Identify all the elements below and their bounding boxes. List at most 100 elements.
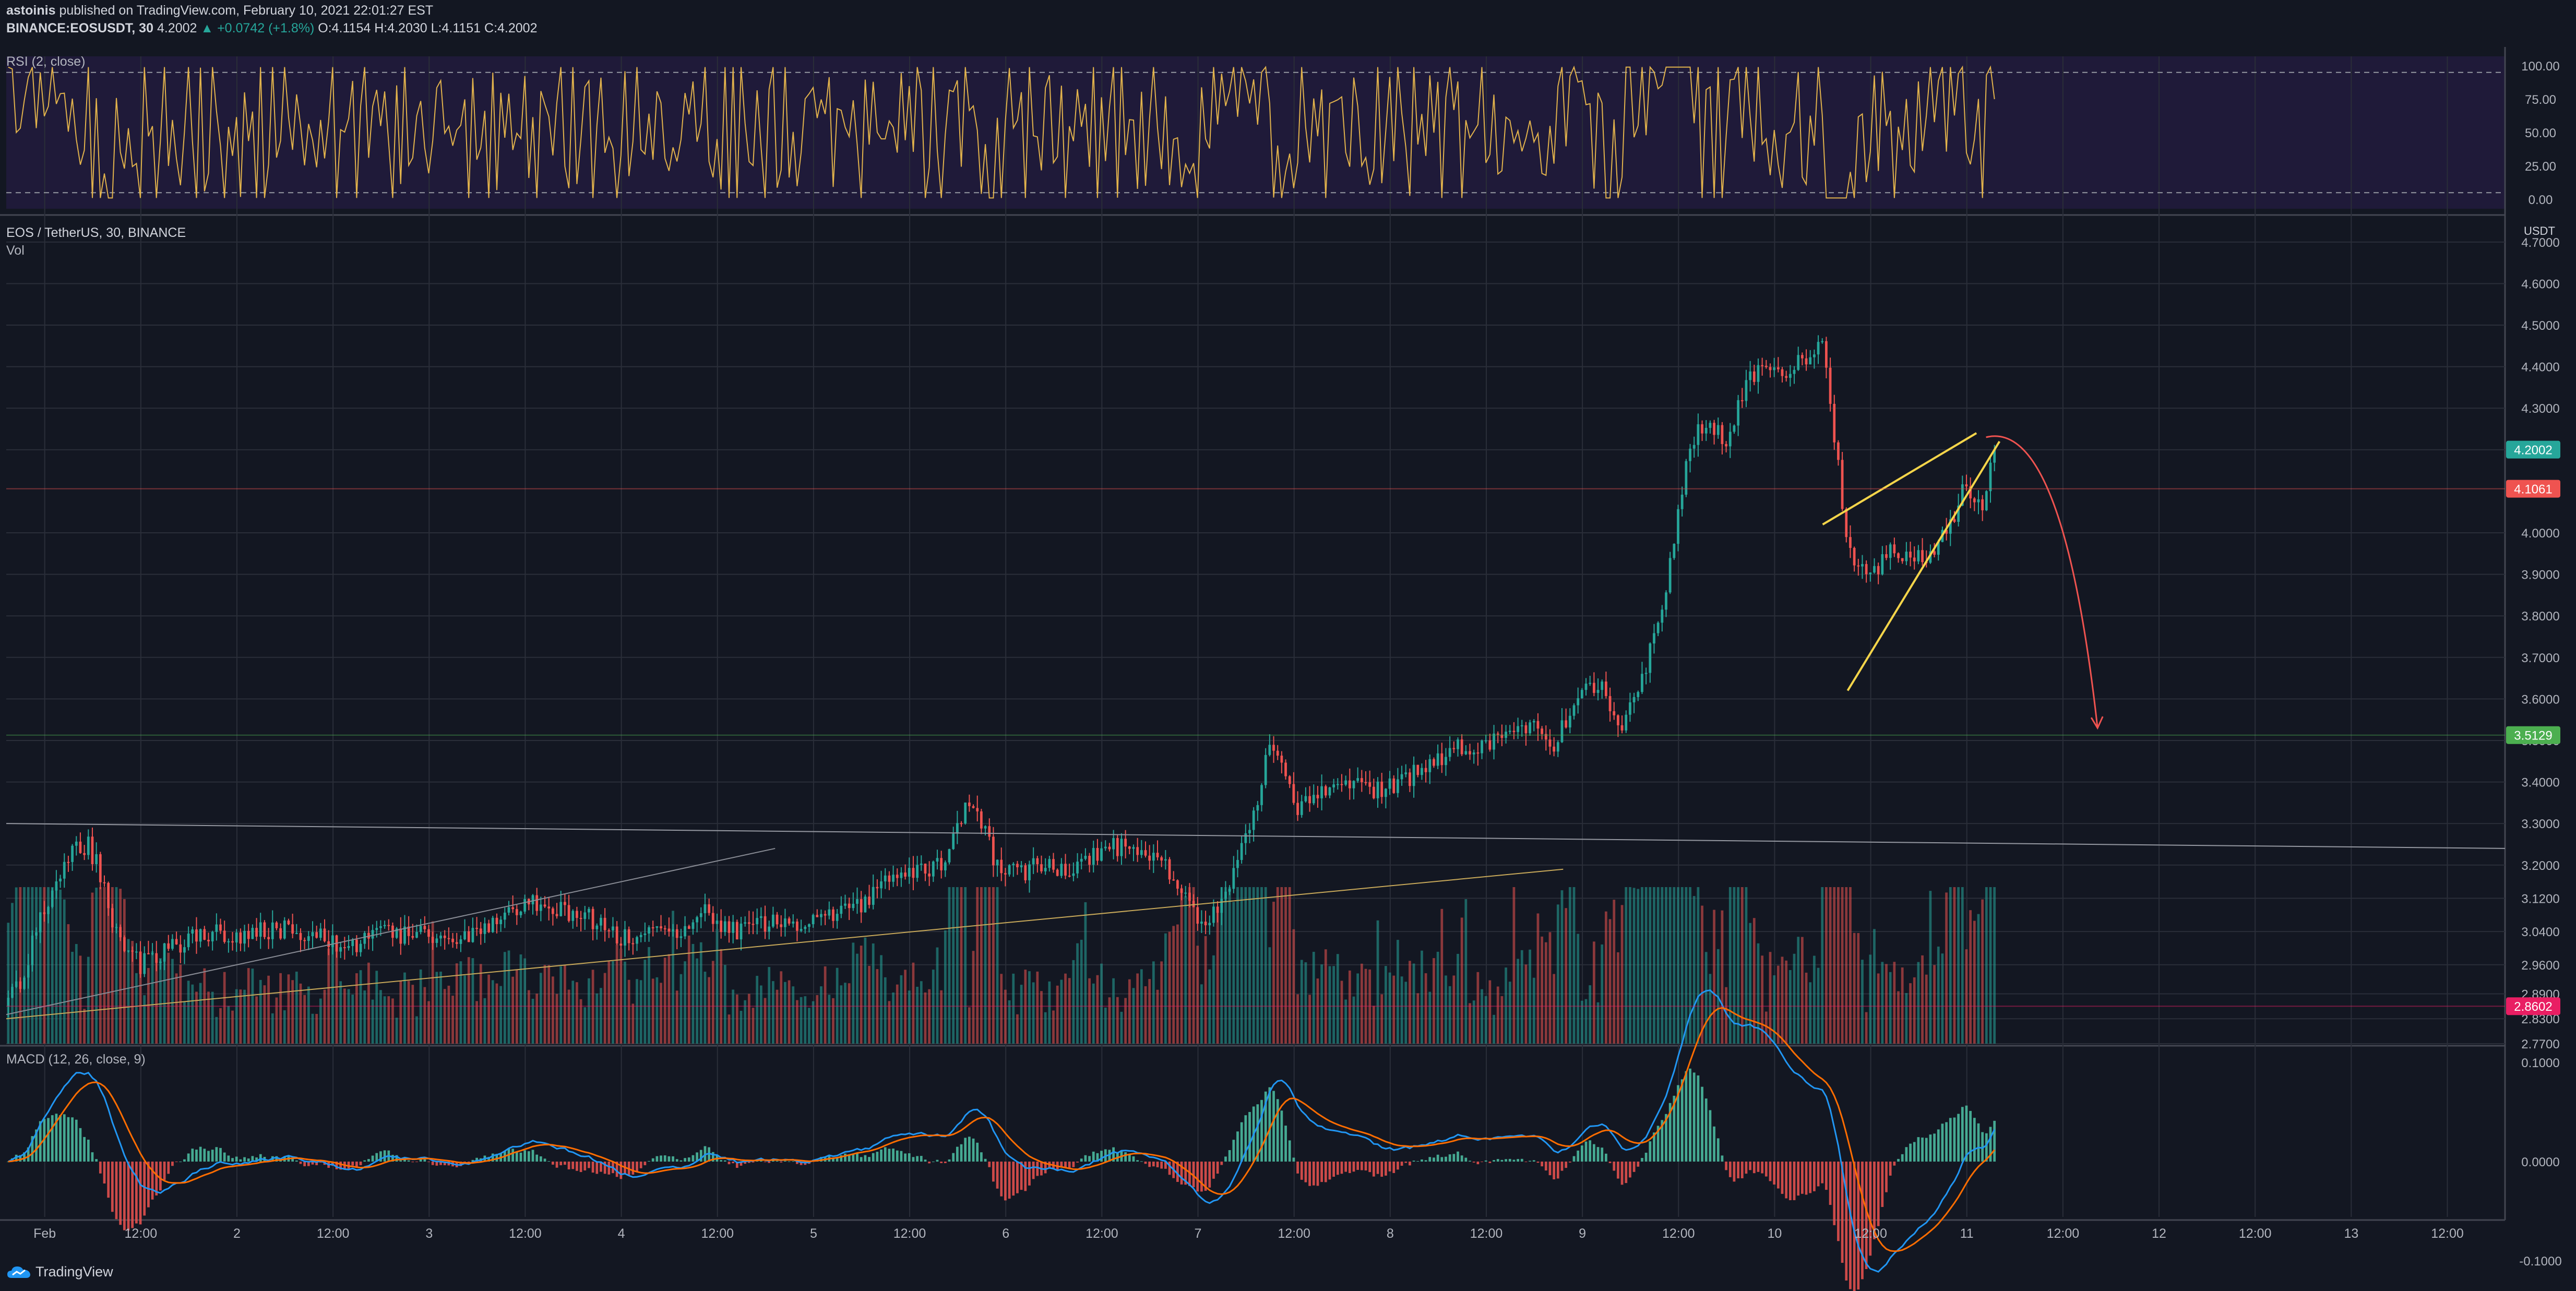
tradingview-logo[interactable]: TradingView (6, 1264, 113, 1280)
candle-body[interactable] (31, 935, 34, 965)
candle-body[interactable] (788, 918, 791, 924)
candle-body[interactable] (583, 912, 587, 919)
candle-body[interactable] (1164, 859, 1167, 861)
candle-body[interactable] (243, 930, 246, 944)
candle-body[interactable] (411, 936, 414, 938)
projection-arrow[interactable] (1986, 435, 2098, 728)
candle-body[interactable] (1985, 491, 1988, 510)
candle-body[interactable] (1284, 762, 1287, 776)
candle-body[interactable] (1428, 759, 1432, 772)
candle-body[interactable] (1776, 367, 1780, 369)
candle-body[interactable] (1605, 682, 1607, 696)
candle-body[interactable] (219, 924, 222, 931)
candle-body[interactable] (175, 939, 178, 945)
candle-body[interactable] (1280, 756, 1283, 763)
candle-body[interactable] (964, 802, 967, 824)
candle-body[interactable] (1160, 857, 1163, 861)
short-support-trendline[interactable] (6, 847, 776, 1015)
candle-body[interactable] (880, 881, 882, 889)
candle-body[interactable] (319, 928, 322, 938)
candle-body[interactable] (1761, 365, 1764, 366)
candle-body[interactable] (732, 922, 735, 933)
candle-body[interactable] (1889, 544, 1892, 558)
candle-body[interactable] (1292, 784, 1295, 803)
candle-body[interactable] (1276, 750, 1279, 756)
candle-body[interactable] (235, 932, 238, 943)
candle-body[interactable] (1773, 367, 1776, 370)
candle-body[interactable] (535, 895, 539, 911)
candle-body[interactable] (1857, 565, 1860, 567)
candle-body[interactable] (980, 811, 983, 829)
candle-body[interactable] (1548, 739, 1552, 747)
candle-body[interactable] (996, 859, 999, 866)
candle-body[interactable] (331, 935, 334, 947)
candle-body[interactable] (720, 921, 723, 933)
candle-body[interactable] (699, 913, 702, 917)
candle-body[interactable] (55, 881, 58, 891)
candle-body[interactable] (387, 925, 390, 926)
candle-body[interactable] (1845, 509, 1848, 537)
candle-body[interactable] (1356, 778, 1359, 781)
candle-body[interactable] (1348, 780, 1351, 788)
candle-body[interactable] (1452, 748, 1456, 749)
candle-body[interactable] (1060, 864, 1063, 876)
candle-body[interactable] (1617, 715, 1619, 725)
candle-body[interactable] (607, 930, 611, 931)
candle-body[interactable] (1937, 542, 1940, 555)
candle-body[interactable] (1833, 403, 1836, 443)
candle-body[interactable] (619, 943, 623, 946)
candle-body[interactable] (1500, 734, 1504, 738)
candle-body[interactable] (1641, 674, 1643, 692)
candle-body[interactable] (167, 943, 170, 949)
candle-body[interactable] (1064, 864, 1067, 876)
candle-body[interactable] (1156, 853, 1159, 857)
candle-body[interactable] (772, 914, 774, 927)
candle-body[interactable] (423, 926, 426, 929)
candle-body[interactable] (896, 875, 899, 878)
candle-body[interactable] (776, 914, 779, 925)
candle-body[interactable] (992, 836, 995, 866)
candle-body[interactable] (539, 904, 542, 911)
candle-body[interactable] (1448, 748, 1451, 757)
candle-body[interactable] (1248, 830, 1251, 833)
candle-body[interactable] (1320, 786, 1323, 798)
candle-body[interactable] (251, 928, 254, 939)
candle-body[interactable] (107, 882, 110, 909)
candle-body[interactable] (576, 911, 578, 918)
candle-body[interactable] (1673, 544, 1676, 558)
candle-body[interactable] (711, 913, 714, 924)
candle-body[interactable] (1152, 853, 1155, 861)
candle-body[interactable] (1961, 484, 1964, 506)
candle-body[interactable] (1740, 400, 1744, 401)
candle-body[interactable] (1544, 734, 1547, 740)
candle-body[interactable] (1397, 779, 1399, 793)
wedge-lower-line[interactable] (1846, 440, 2001, 691)
candle-body[interactable] (1196, 907, 1199, 924)
candle-body[interactable] (1969, 486, 1972, 499)
candle-body[interactable] (1312, 795, 1315, 804)
candle-body[interactable] (523, 899, 527, 912)
candle-body[interactable] (231, 941, 234, 943)
candle-body[interactable] (764, 916, 767, 932)
candle-body[interactable] (1144, 850, 1147, 856)
candle-body[interactable] (1184, 892, 1187, 894)
candle-body[interactable] (211, 931, 214, 942)
candle-body[interactable] (1865, 564, 1868, 575)
candle-body[interactable] (1869, 572, 1872, 575)
candle-body[interactable] (1536, 721, 1540, 729)
candle-body[interactable] (279, 928, 282, 939)
candle-body[interactable] (1713, 423, 1715, 435)
candle-body[interactable] (1108, 846, 1111, 850)
candle-body[interactable] (828, 909, 831, 916)
candle-body[interactable] (691, 922, 695, 929)
candle-body[interactable] (1052, 859, 1055, 870)
candle-body[interactable] (15, 981, 18, 987)
candle-body[interactable] (119, 927, 122, 938)
candle-body[interactable] (1088, 856, 1091, 865)
candle-body[interactable] (804, 927, 807, 929)
candle-body[interactable] (1445, 757, 1447, 766)
candle-body[interactable] (1921, 550, 1924, 563)
resistance-trendline[interactable] (6, 823, 2506, 849)
candle-body[interactable] (555, 914, 558, 916)
candle-body[interactable] (75, 841, 78, 846)
